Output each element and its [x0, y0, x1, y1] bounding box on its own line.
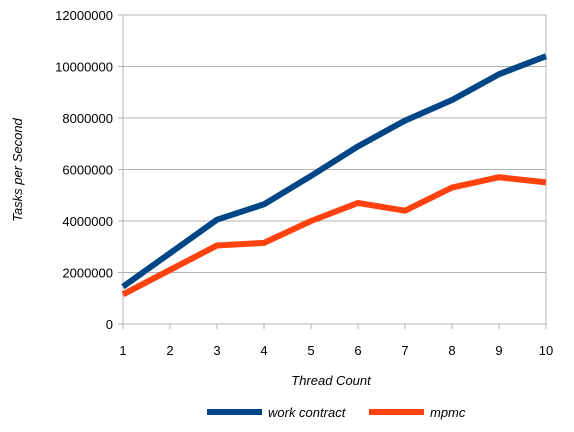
legend-label-mpmc: mpmc: [430, 405, 466, 420]
y-tick-labels: 0 2000000 4000000 6000000 8000000 10000000 120…: [55, 8, 113, 332]
x-tick-label: 5: [307, 343, 314, 358]
series-line-work-contract: [121, 53, 548, 290]
legend-label-work-contract: work contract: [268, 405, 347, 420]
y-tick-label: 2000000: [62, 266, 113, 281]
x-tick-label: 10: [539, 343, 553, 358]
y-tick-label: 10000000: [55, 60, 113, 75]
x-tick-label: 6: [354, 343, 361, 358]
x-tick-label: 2: [166, 343, 173, 358]
series-line-mpmc: [121, 174, 547, 298]
x-tick-label: 4: [260, 343, 267, 358]
y-axis-title: Tasks per Second: [10, 117, 25, 221]
y-tick-label: 0: [106, 317, 113, 332]
x-tick-label: 7: [401, 343, 408, 358]
x-tick-label: 8: [448, 343, 455, 358]
y-tick-label: 6000000: [62, 163, 113, 178]
x-axis-title: Thread Count: [291, 373, 372, 388]
axes: [118, 14, 547, 329]
legend: work contract mpmc: [207, 405, 466, 420]
y-tick-label: 12000000: [55, 8, 113, 23]
y-tick-label: 8000000: [62, 111, 113, 126]
gridlines: [123, 14, 546, 325]
x-tick-label: 3: [213, 343, 220, 358]
series-lines: [121, 53, 548, 298]
x-tick-label: 1: [119, 343, 126, 358]
x-tick-label: 9: [495, 343, 502, 358]
x-tick-labels: 1 2 3 4 5 6 7 8 9 10: [119, 343, 553, 358]
y-tick-label: 4000000: [62, 214, 113, 229]
